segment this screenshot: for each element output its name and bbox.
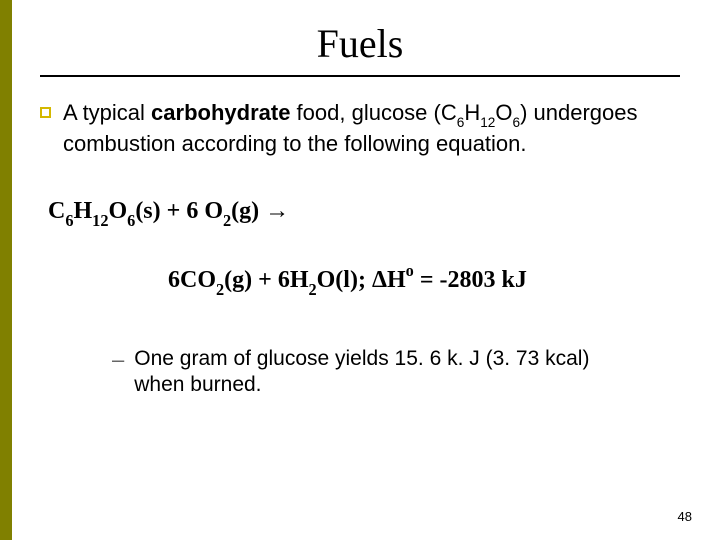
eq1-d: (s) + 6 O — [135, 198, 223, 224]
page-number: 48 — [678, 509, 692, 524]
body-pre: A typical — [63, 100, 151, 125]
sub-6a: 6 — [457, 115, 465, 130]
eq1-e: (g) → — [231, 198, 289, 224]
eq1-as: 6 — [65, 211, 73, 230]
body-o: O — [495, 100, 512, 125]
sub-12: 12 — [480, 115, 495, 130]
eq1-a: C — [48, 198, 65, 224]
main-bullet-row: A typical carbohydrate food, glucose (C6… — [40, 99, 680, 158]
eq1-c: O — [108, 198, 127, 224]
dash-bullet-icon: – — [112, 346, 124, 375]
eq2-as: 2 — [216, 280, 224, 299]
eq2-c: O(l); ΔH — [317, 267, 406, 293]
eq2-b: (g) + 6H — [224, 267, 308, 293]
eq1-b: H — [74, 198, 93, 224]
eq2-a: 6CO — [168, 267, 216, 293]
eq2-sup: o — [406, 261, 414, 280]
slide: Fuels A typical carbohydrate food, gluco… — [12, 0, 720, 540]
eq1-bs: 12 — [92, 211, 108, 230]
square-bullet-icon — [40, 107, 51, 118]
eq1-ds: 2 — [223, 211, 231, 230]
equation-line-1: C6H12O6(s) + 6 O2(g) → — [48, 198, 680, 229]
eq2-bs: 2 — [308, 280, 316, 299]
equation-block: C6H12O6(s) + 6 O2(g) → 6CO2(g) + 6H2O(l)… — [48, 198, 680, 298]
body-bold: carbohydrate — [151, 100, 290, 125]
sub-bullet-text: One gram of glucose yields 15. 6 k. J (3… — [134, 346, 640, 400]
equation-line-2: 6CO2(g) + 6H2O(l); ΔHo = -2803 kJ — [168, 263, 680, 298]
body-mid: food, glucose (C — [290, 100, 456, 125]
main-body-text: A typical carbohydrate food, glucose (C6… — [63, 99, 680, 158]
eq1-cs: 6 — [127, 211, 135, 230]
sub-6b: 6 — [513, 115, 521, 130]
body-h: H — [464, 100, 480, 125]
eq2-d: = -2803 kJ — [414, 267, 527, 293]
slide-title: Fuels — [40, 20, 680, 77]
sub-bullet-row: – One gram of glucose yields 15. 6 k. J … — [112, 346, 640, 400]
